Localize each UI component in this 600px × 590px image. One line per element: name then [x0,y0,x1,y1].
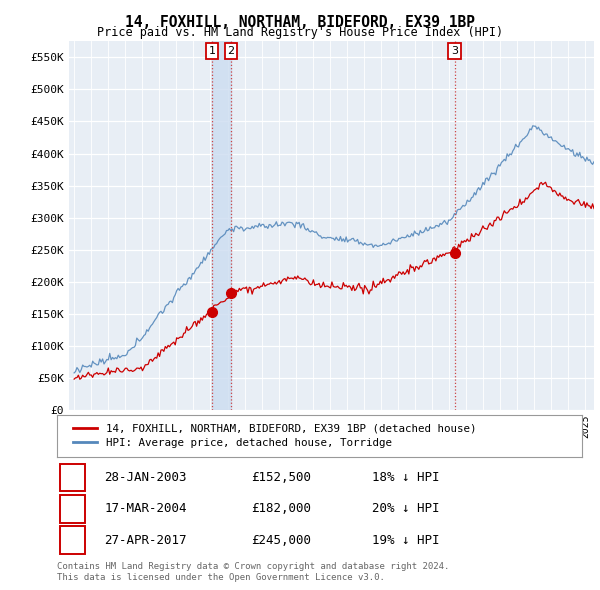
Text: 3: 3 [451,46,458,56]
Text: 3: 3 [68,533,76,546]
Text: 14, FOXHILL, NORTHAM, BIDEFORD, EX39 1BP: 14, FOXHILL, NORTHAM, BIDEFORD, EX39 1BP [125,15,475,30]
Text: This data is licensed under the Open Government Licence v3.0.: This data is licensed under the Open Gov… [57,573,385,582]
Text: Price paid vs. HM Land Registry's House Price Index (HPI): Price paid vs. HM Land Registry's House … [97,26,503,39]
Text: 20% ↓ HPI: 20% ↓ HPI [372,502,439,516]
Text: 1: 1 [68,471,76,484]
FancyBboxPatch shape [59,464,85,491]
FancyBboxPatch shape [59,526,85,553]
Text: 27-APR-2017: 27-APR-2017 [104,533,187,546]
Text: 28-JAN-2003: 28-JAN-2003 [104,471,187,484]
Text: £182,000: £182,000 [251,502,311,516]
Text: Contains HM Land Registry data © Crown copyright and database right 2024.: Contains HM Land Registry data © Crown c… [57,562,449,571]
FancyBboxPatch shape [59,495,85,523]
Text: 2: 2 [68,502,76,516]
Text: 1: 1 [208,46,215,56]
Legend: 14, FOXHILL, NORTHAM, BIDEFORD, EX39 1BP (detached house), HPI: Average price, d: 14, FOXHILL, NORTHAM, BIDEFORD, EX39 1BP… [69,419,481,453]
Text: 17-MAR-2004: 17-MAR-2004 [104,502,187,516]
Bar [212,41,231,410]
Text: £245,000: £245,000 [251,533,311,546]
Text: 2: 2 [227,46,235,56]
Text: £152,500: £152,500 [251,471,311,484]
Text: 19% ↓ HPI: 19% ↓ HPI [372,533,439,546]
Text: 18% ↓ HPI: 18% ↓ HPI [372,471,439,484]
